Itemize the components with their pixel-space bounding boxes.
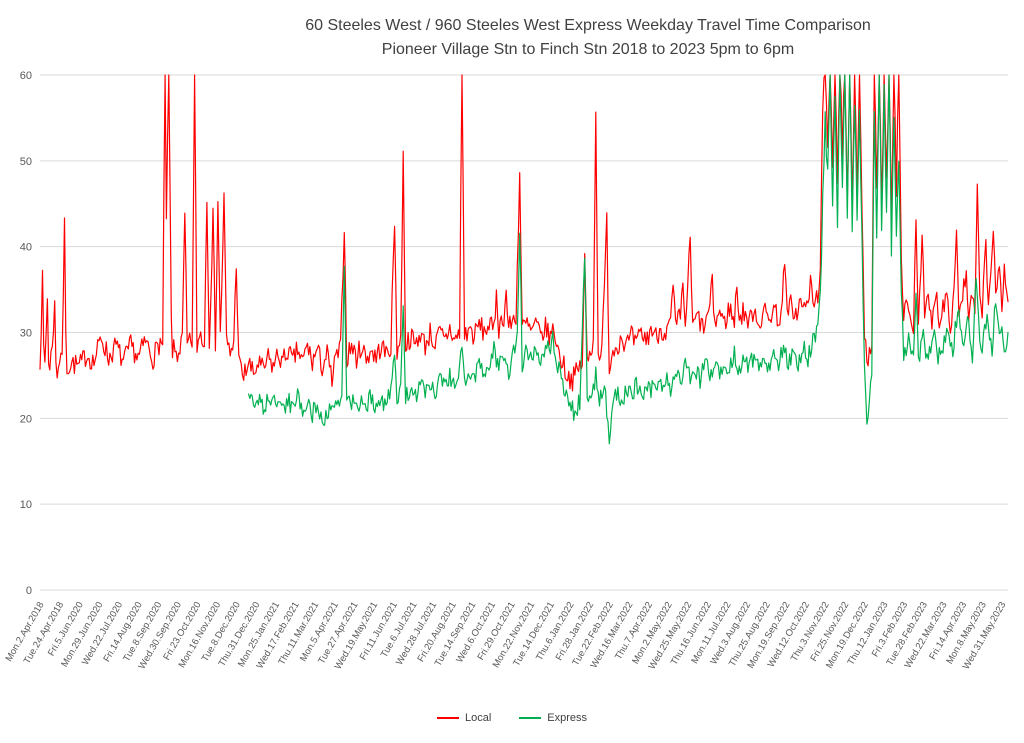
- y-axis-label: 0: [26, 585, 32, 597]
- legend-item-express: Express: [519, 712, 587, 724]
- legend-label-local: Local: [464, 712, 492, 724]
- y-axis-label: 50: [20, 156, 32, 168]
- chart-legend: Local Express: [0, 712, 1024, 724]
- local-line-swatch: [436, 717, 459, 719]
- series-line-local: [39, 74, 1009, 392]
- chart-title-line1: 60 Steeles West / 960 Steeles West Expre…: [305, 17, 871, 34]
- legend-item-local: Local: [436, 712, 492, 724]
- y-axis-label: 60: [20, 70, 32, 82]
- chart-title: 60 Steeles West / 960 Steeles West Expre…: [104, 14, 1024, 62]
- chart-title-line2: Pioneer Village Stn to Finch Stn 2018 to…: [381, 41, 795, 58]
- express-line-swatch: [519, 717, 542, 719]
- y-axis-label: 20: [20, 413, 32, 425]
- y-axis-label: 30: [20, 328, 32, 340]
- series-line-express: [248, 74, 1009, 445]
- legend-label-express: Express: [547, 712, 588, 724]
- y-axis-label: 40: [20, 242, 32, 254]
- y-axis-label: 10: [20, 499, 32, 511]
